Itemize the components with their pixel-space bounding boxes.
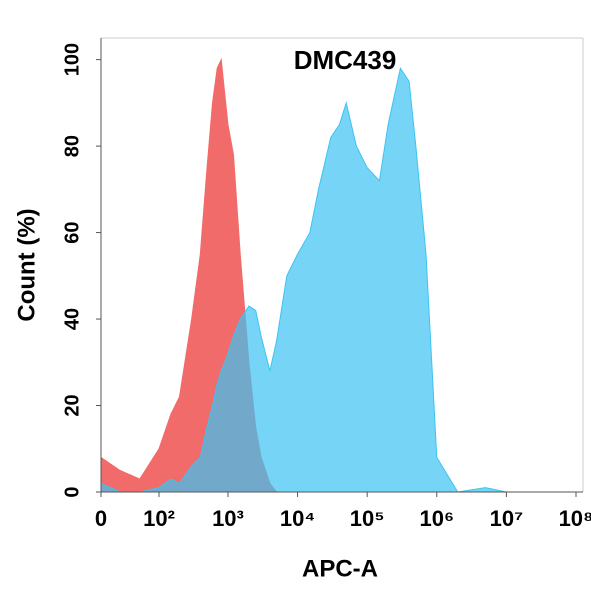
x-tick-label: 10⁵: [350, 506, 385, 531]
y-tick-label: 100: [61, 43, 83, 76]
histogram-area: [100, 67, 576, 493]
x-tick-label: 10³: [212, 506, 244, 531]
y-tick-label: 60: [61, 221, 83, 243]
y-tick-label: 40: [61, 308, 83, 330]
y-tick-label: 80: [61, 135, 83, 157]
x-axis-label: APC-A: [302, 555, 378, 582]
x-tick-label: 0: [95, 506, 107, 531]
x-tick-label: 10²: [143, 506, 175, 531]
x-tick-label: 10⁴: [280, 506, 315, 531]
x-tick-label: 10⁷: [490, 506, 524, 531]
x-tick-label: 10⁸: [559, 506, 591, 531]
y-tick-label: 0: [61, 486, 83, 497]
chart-title: DMC439: [294, 45, 397, 75]
x-tick-label: 10⁶: [419, 506, 454, 531]
y-axis-label: Count (%): [13, 208, 40, 321]
y-tick-label: 20: [61, 394, 83, 416]
